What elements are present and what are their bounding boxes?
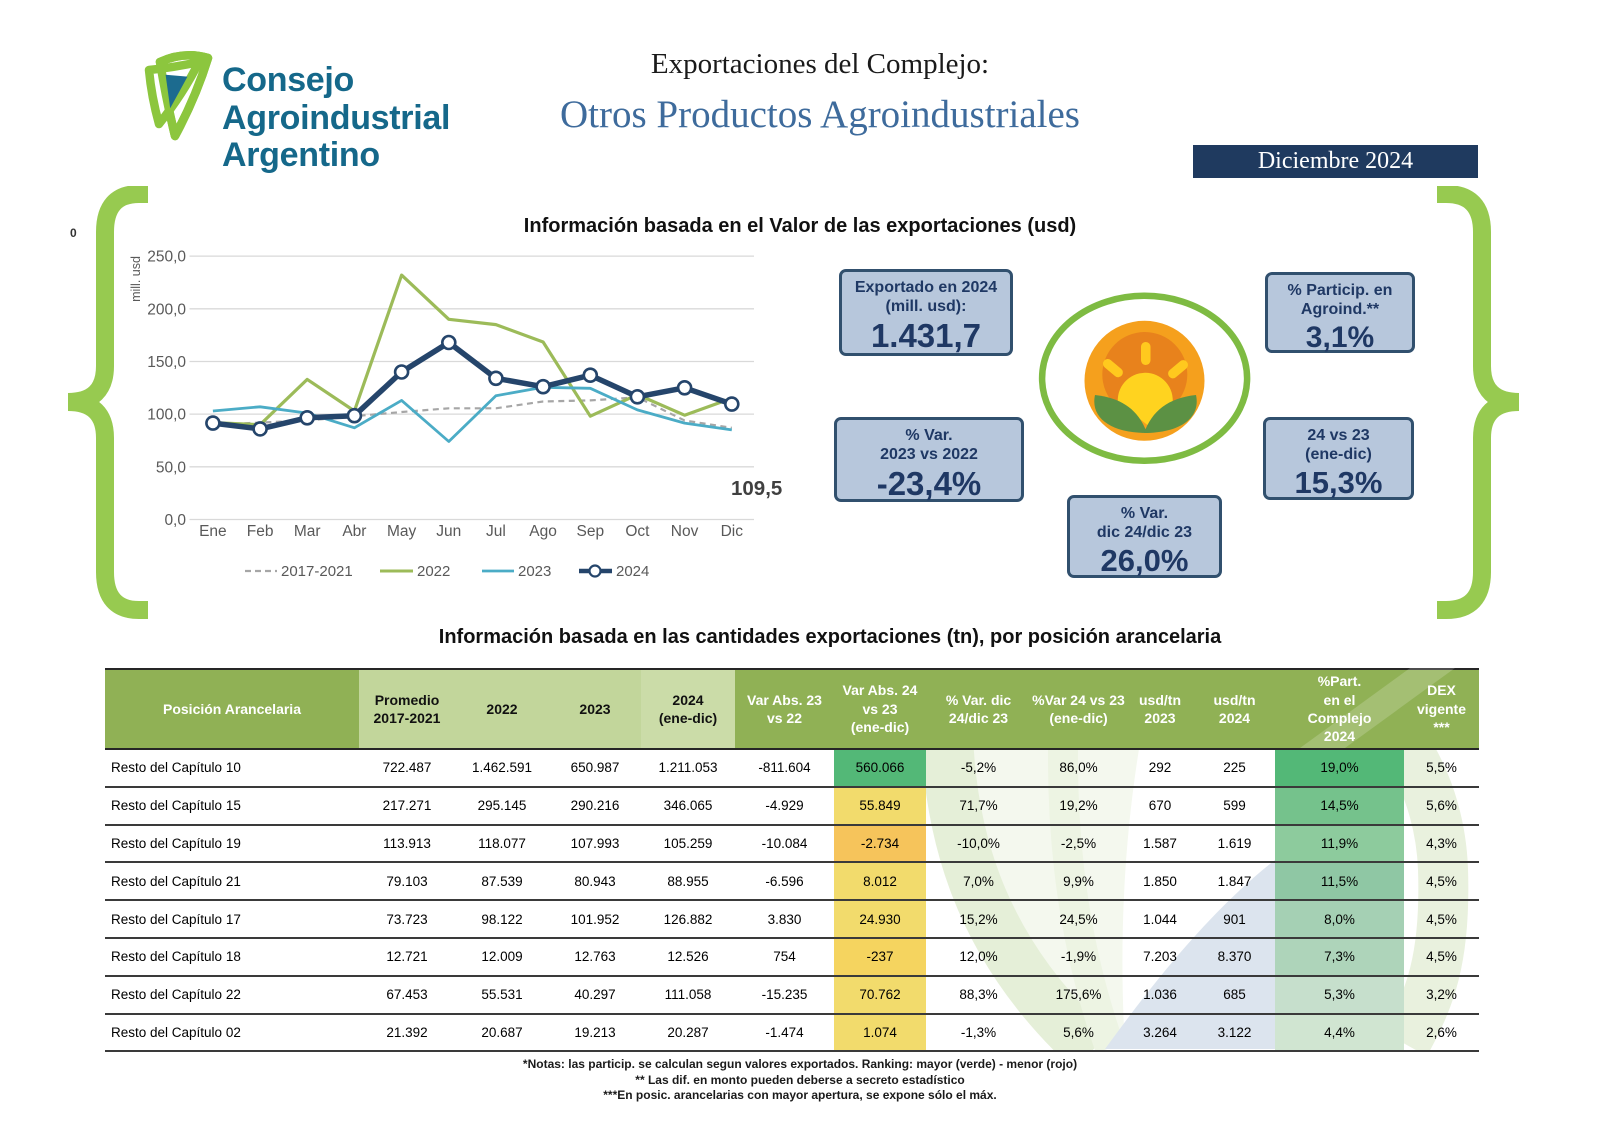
svg-text:Ene: Ene bbox=[199, 523, 227, 540]
svg-text:Mar: Mar bbox=[294, 523, 321, 540]
svg-text:100,0: 100,0 bbox=[147, 407, 186, 424]
svg-text:Sep: Sep bbox=[577, 523, 605, 540]
svg-text:Nov: Nov bbox=[671, 523, 699, 540]
svg-text:50,0: 50,0 bbox=[156, 459, 187, 476]
svg-text:2022: 2022 bbox=[417, 563, 450, 580]
svg-text:150,0: 150,0 bbox=[147, 354, 186, 371]
svg-text:May: May bbox=[387, 523, 417, 540]
svg-text:109,5: 109,5 bbox=[731, 477, 782, 500]
svg-text:Jul: Jul bbox=[486, 523, 506, 540]
svg-text:Dic: Dic bbox=[721, 523, 744, 540]
svg-text:200,0: 200,0 bbox=[147, 301, 186, 318]
svg-text:Jun: Jun bbox=[436, 523, 461, 540]
svg-text:0,0: 0,0 bbox=[164, 512, 186, 529]
svg-text:Feb: Feb bbox=[247, 523, 274, 540]
svg-text:250,0: 250,0 bbox=[147, 249, 186, 266]
svg-text:Ago: Ago bbox=[529, 523, 557, 540]
svg-text:2024: 2024 bbox=[616, 563, 649, 580]
svg-text:2017-2021: 2017-2021 bbox=[281, 563, 353, 580]
svg-text:Oct: Oct bbox=[625, 523, 650, 540]
svg-text:2023: 2023 bbox=[518, 563, 551, 580]
svg-text:Abr: Abr bbox=[342, 523, 366, 540]
